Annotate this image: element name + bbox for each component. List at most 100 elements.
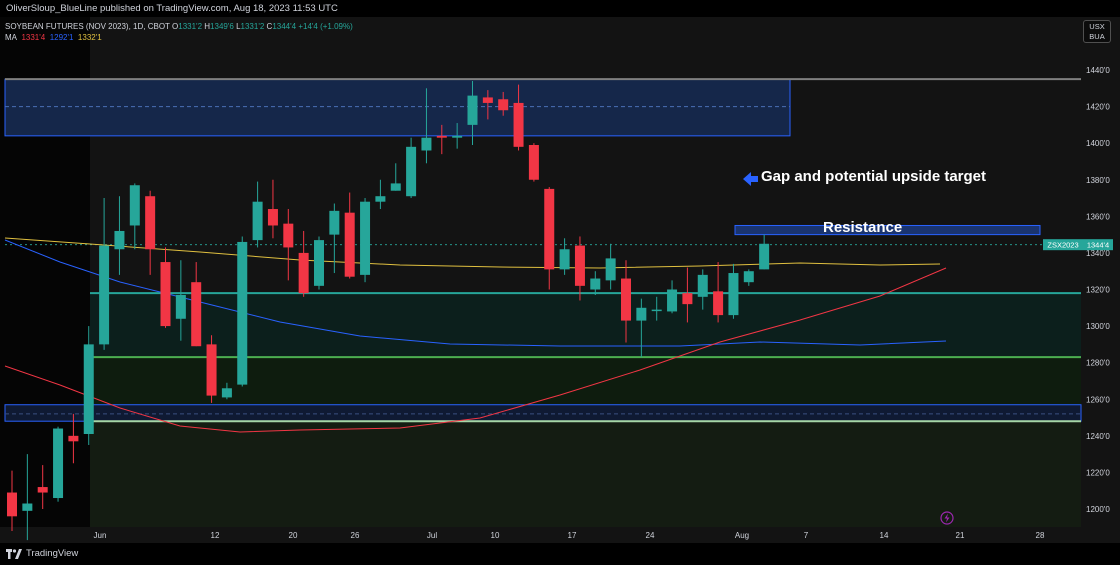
teal-zone-bg <box>90 293 1081 358</box>
candle-body <box>129 185 140 226</box>
resistance-zone <box>734 224 1041 236</box>
x-tick-label: 20 <box>289 531 298 540</box>
symbol-title[interactable]: SOYBEAN FUTURES (NOV 2023), 1D, CBOT <box>5 22 170 31</box>
x-tick-label: 12 <box>211 531 220 540</box>
candle-body <box>482 97 493 103</box>
candle-body <box>252 201 263 241</box>
candle-body <box>160 262 171 327</box>
candle-body <box>175 294 186 319</box>
y-tick-label: 1200'0 <box>1086 505 1110 514</box>
candle-body <box>53 428 64 499</box>
ma-short-line <box>4 267 947 433</box>
resistance-annotation[interactable]: Resistance <box>823 219 903 236</box>
x-tick-label: 17 <box>568 531 577 540</box>
candle-body <box>237 241 248 385</box>
candle-body <box>697 274 708 297</box>
candle-body <box>267 209 278 226</box>
lower-blue-zone <box>4 404 1082 422</box>
candle-body <box>467 95 478 125</box>
candle-body <box>528 144 539 180</box>
low-label: L <box>236 22 241 31</box>
currency-unit-button[interactable]: USX BUA <box>1083 20 1111 43</box>
brand[interactable]: TradingView <box>6 548 78 559</box>
gap-annotation[interactable]: Gap and potential upside target <box>761 168 987 185</box>
candle-body <box>344 212 355 277</box>
high-value: 1349'6 <box>210 22 234 31</box>
change-value: +14'4 (+1.09%) <box>298 22 353 31</box>
candle-body <box>728 273 739 316</box>
y-tick-label: 1240'0 <box>1086 432 1110 441</box>
y-tick-label: 1400'0 <box>1086 139 1110 148</box>
candle-body <box>559 249 570 270</box>
currency-line-1: USX <box>1089 22 1105 31</box>
y-tick-label: 1360'0 <box>1086 212 1110 221</box>
x-tick-label: 10 <box>491 531 500 540</box>
candle-body <box>667 289 678 312</box>
y-tick-label: 1440'0 <box>1086 66 1110 75</box>
candle-body <box>421 137 432 151</box>
y-tick-label: 1380'0 <box>1086 176 1110 185</box>
candle-body <box>314 240 324 286</box>
candle-body <box>283 223 294 248</box>
candle-body <box>7 492 17 517</box>
candle-body <box>68 435 79 442</box>
candle-body <box>636 307 647 321</box>
candle-body <box>513 102 524 147</box>
y-tick-label: 1280'0 <box>1086 359 1110 368</box>
upper-gap-zone <box>4 78 791 137</box>
currency-line-2: BUA <box>1089 32 1105 41</box>
candle-body <box>298 252 309 294</box>
low-value: 1331'2 <box>240 22 265 31</box>
x-tick-label: 14 <box>880 531 889 540</box>
candle-body <box>436 135 447 138</box>
candle-body <box>605 258 616 281</box>
open-label: O <box>172 22 179 31</box>
ma-mid-value: 1292'1 <box>49 33 74 42</box>
y-tick-label: 1220'0 <box>1086 468 1110 477</box>
last-price-symbol: ZSX2023 <box>1047 241 1078 250</box>
candle-body <box>452 135 463 138</box>
candle-body <box>22 503 33 511</box>
candle-body <box>544 188 555 270</box>
x-tick-label: 26 <box>351 531 360 540</box>
candle-body <box>590 278 601 290</box>
candle-body <box>743 271 754 283</box>
chart-area[interactable]: 1440'0 1420'0 1400'0 1380'0 1360'0 1340'0 1320… <box>0 17 1120 565</box>
published-text: OliverSloup_BlueLine published on Tradin… <box>6 3 338 14</box>
y-tick-label: 1260'0 <box>1086 395 1110 404</box>
symbol-legend: SOYBEAN FUTURES (NOV 2023), 1D, CBOT O 13… <box>5 22 353 31</box>
candle-body <box>206 344 217 396</box>
blue-left-arrow-icon <box>743 172 758 186</box>
y-tick-label: 1340'0 <box>1086 249 1110 258</box>
high-label: H <box>204 22 211 31</box>
candle-body <box>191 282 202 347</box>
ma-legend[interactable]: MA 1331'4 1292'1 1332'1 <box>5 33 102 42</box>
candle-body <box>682 293 693 305</box>
green-zone-bg <box>90 357 1081 405</box>
candle-body <box>498 99 509 111</box>
x-tick-label: 7 <box>804 531 809 540</box>
ma-long-value: 1332'1 <box>77 33 102 42</box>
y-tick-label: 1300'0 <box>1086 322 1110 331</box>
ma-mid-line <box>4 239 947 347</box>
brand-label: TradingView <box>26 548 79 559</box>
chart-svg[interactable]: 1440'0 1420'0 1400'0 1380'0 1360'0 1340'0 1320… <box>0 17 1120 565</box>
tradingview-logo-icon <box>6 548 22 559</box>
lower-green-bg <box>90 421 1081 527</box>
candle-body <box>329 210 340 235</box>
top-bar: OliverSloup_BlueLine published on Tradin… <box>0 0 1120 17</box>
candle-body <box>574 245 585 286</box>
candle-body <box>37 487 48 493</box>
x-tick-label: 28 <box>1036 531 1045 540</box>
footer-bar: TradingView <box>0 543 1120 565</box>
lightning-icon[interactable] <box>940 511 954 525</box>
close-value: 1344'4 <box>272 22 297 31</box>
x-tick-label: 21 <box>956 531 965 540</box>
candle-body <box>713 291 724 316</box>
candle-body <box>83 344 94 435</box>
candle-body <box>390 183 401 191</box>
ma-label: MA <box>5 33 17 42</box>
candle-body <box>651 309 662 312</box>
candle-body <box>375 196 386 202</box>
x-tick-label: Jun <box>94 531 107 540</box>
